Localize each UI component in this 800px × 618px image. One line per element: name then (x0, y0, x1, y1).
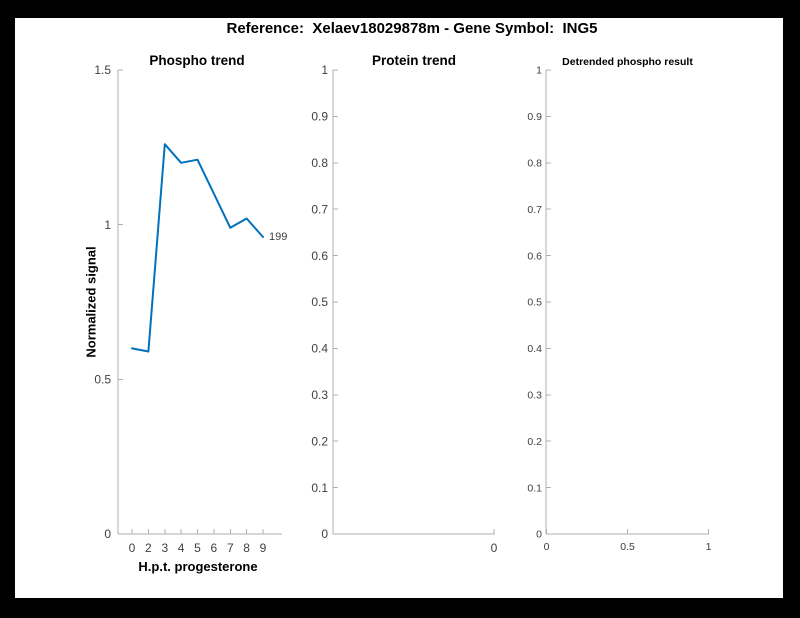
phospho-trend-title: Phospho trend (149, 53, 245, 68)
x-tick-label: 0 (491, 541, 498, 555)
y-tick-label: 0.4 (527, 343, 542, 355)
y-tick-label: 0.5 (94, 373, 111, 387)
x-tick-label: 1 (706, 541, 712, 553)
x-tick-label: 9 (260, 541, 267, 555)
y-tick-label: 0.9 (311, 110, 328, 124)
y-tick-label: 0.1 (527, 482, 542, 494)
y-tick-label: 0.9 (527, 111, 542, 123)
x-tick-label: 6 (211, 541, 218, 555)
plot-2: 0 0.1 0.2 0.3 0.4 0.5 0.6 0.7 0.8 0.9 1 0 0.5 1 (527, 65, 711, 553)
y-tick-label: 0.6 (311, 249, 328, 263)
x-tick-label: 0 (129, 541, 136, 555)
y-tick-label: 0.7 (527, 204, 542, 216)
y-tick-label: 0.6 (527, 250, 542, 262)
y-tick-label: 0.1 (311, 481, 328, 495)
data-line (131, 143, 264, 353)
y-tick-label: 0.4 (311, 342, 328, 356)
y-tick-label: 1.5 (94, 63, 111, 77)
plots-svg: 00.511.50 2 3 4 5 6 7 8 900.10.20.30.40.50.60.70… (94, 63, 711, 555)
y-tick-label: 0.3 (527, 389, 542, 401)
plot-0: 00.511.50 2 3 4 5 6 7 8 9 (94, 63, 282, 555)
x-tick-label: 5 (194, 541, 201, 555)
y-tick-label: 1 (536, 65, 542, 77)
x-tick-label: 3 (161, 541, 168, 555)
figure-title: Reference: Xelaev18029878m - Gene Symbol… (226, 20, 598, 37)
x-tick-label: 4 (178, 541, 185, 555)
y-tick-label: 0.2 (527, 436, 542, 448)
y-tick-label: 0.8 (311, 156, 328, 170)
y-tick-label: 1 (321, 63, 328, 77)
x-tick-label: 0.5 (620, 541, 635, 553)
detrended-phospho-title: Detrended phospho result (562, 56, 693, 68)
x-tick-label: 8 (243, 541, 250, 555)
y-tick-label: 0 (321, 527, 328, 541)
y-tick-label: 0 (536, 529, 542, 541)
y-tick-label: 0 (104, 527, 111, 541)
protein-trend-title: Protein trend (371, 53, 456, 68)
series-end-label: 199 (269, 231, 288, 243)
x-tick-label: 0 (544, 541, 550, 553)
y-tick-label: 0.3 (311, 388, 328, 402)
x-tick-label: 7 (227, 541, 234, 555)
x-axis-label: H.p.t. progesterone (138, 559, 258, 574)
y-tick-label: 0.5 (527, 297, 542, 309)
x-tick-label: 2 (145, 541, 152, 555)
y-tick-label: 0.8 (527, 157, 542, 169)
y-tick-label: 1 (104, 218, 111, 232)
y-tick-label: 0.2 (311, 434, 328, 448)
y-tick-label: 0.5 (311, 295, 328, 309)
plot-1: 0 0.1 0.2 0.3 0.4 0.5 0.6 0.7 0.8 0.9 1 0 (311, 63, 497, 555)
figure-canvas: Reference: Xelaev18029878m - Gene Symbol… (15, 18, 783, 598)
y-tick-label: 0.7 (311, 202, 328, 216)
